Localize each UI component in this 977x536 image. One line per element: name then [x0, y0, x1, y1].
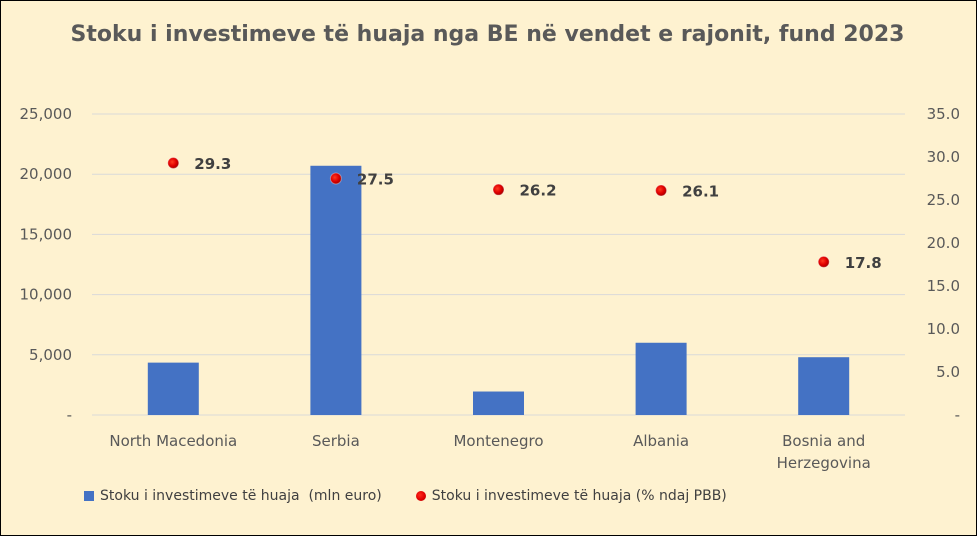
- scatter-point: [167, 157, 180, 170]
- y-left-tick-label: 10,000: [20, 286, 73, 304]
- chart-area: [3, 3, 974, 533]
- scatter-point: [492, 183, 505, 196]
- scatter-point: [655, 184, 668, 197]
- bar: [798, 357, 850, 415]
- x-tick-label: Bosnia and Herzegovina: [777, 432, 871, 472]
- y-left-tick-label: 20,000: [20, 165, 73, 183]
- y-left-tick-label: 5,000: [29, 346, 72, 364]
- legend: Stoku i investimeve të huaja (mln euro) …: [84, 488, 761, 504]
- y-right-tick-label: 5.0: [936, 363, 960, 381]
- y-right-tick-label: 25.0: [927, 191, 960, 209]
- bar: [473, 391, 524, 415]
- data-label: 26.2: [520, 182, 557, 200]
- y-right-tick-label: 35.0: [927, 105, 960, 123]
- legend-bar-swatch: [84, 491, 94, 501]
- legend-bar-label: Stoku i investimeve të huaja (mln euro): [100, 488, 382, 504]
- data-label: 27.5: [357, 171, 394, 189]
- y-left-tick-label: 25,000: [20, 105, 73, 123]
- legend-dot-label: Stoku i investimeve të huaja (% ndaj PBB…: [431, 488, 727, 504]
- scatter-point: [817, 255, 830, 268]
- x-tick-label: Serbia: [312, 432, 360, 450]
- legend-dot-swatch: [415, 491, 426, 501]
- y-right-tick-label: 30.0: [927, 148, 960, 166]
- bar: [310, 165, 362, 415]
- data-label: 29.3: [194, 155, 231, 173]
- legend-item-bar: Stoku i investimeve të huaja (mln euro): [84, 488, 382, 504]
- bar: [147, 362, 199, 415]
- y-right-tick-label: -: [955, 406, 960, 424]
- y-right-tick-label: 10.0: [927, 320, 960, 338]
- x-tick-label: Montenegro: [453, 432, 543, 450]
- x-tick-label: Albania: [633, 432, 689, 450]
- y-left-tick-label: -: [67, 406, 72, 424]
- y-right-tick-label: 20.0: [927, 234, 960, 252]
- x-tick-label: North Macedonia: [109, 432, 237, 450]
- data-label: 17.8: [845, 254, 882, 272]
- chart-title: Stoku i investimeve të huaja nga BE në v…: [70, 22, 905, 47]
- legend-item-dot: Stoku i investimeve të huaja (% ndaj PBB…: [415, 488, 727, 504]
- bar: [635, 342, 687, 415]
- y-left-tick-label: 15,000: [20, 225, 73, 243]
- data-label: 26.1: [682, 183, 719, 201]
- y-right-tick-label: 15.0: [927, 277, 960, 295]
- scatter-point: [329, 172, 342, 185]
